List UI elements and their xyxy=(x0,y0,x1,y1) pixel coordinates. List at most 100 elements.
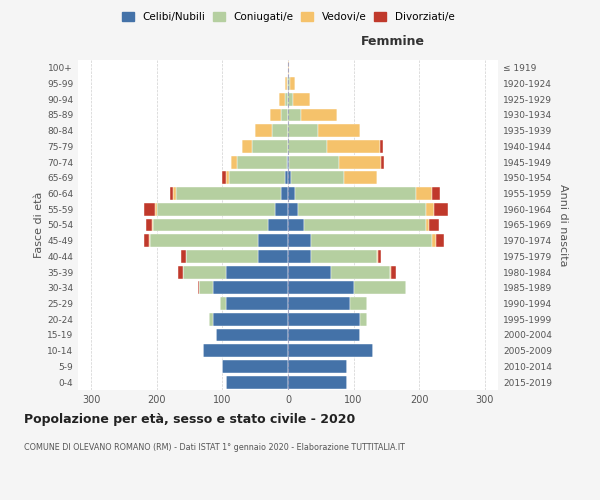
Bar xyxy=(281,108,288,122)
Bar xyxy=(291,172,344,184)
Bar xyxy=(223,360,288,373)
Bar xyxy=(311,234,433,247)
Bar xyxy=(390,266,391,278)
Bar xyxy=(209,313,212,326)
Bar xyxy=(288,93,293,106)
Bar xyxy=(154,218,268,232)
Bar xyxy=(350,297,367,310)
Bar xyxy=(360,313,367,326)
Bar xyxy=(288,250,311,263)
Bar xyxy=(287,77,288,90)
Bar xyxy=(199,282,212,294)
Bar xyxy=(426,218,429,232)
Bar xyxy=(288,108,301,122)
Text: COMUNE DI OLEVANO ROMANO (RM) - Dati ISTAT 1° gennaio 2020 - Elaborazione TUTTIT: COMUNE DI OLEVANO ROMANO (RM) - Dati IST… xyxy=(24,442,405,452)
Bar xyxy=(380,140,383,153)
Bar xyxy=(288,62,289,74)
Bar xyxy=(176,187,281,200)
Bar xyxy=(426,203,434,215)
Bar xyxy=(212,313,288,326)
Bar xyxy=(181,250,186,263)
Text: Popolazione per età, sesso e stato civile - 2020: Popolazione per età, sesso e stato civil… xyxy=(24,412,355,426)
Bar xyxy=(242,140,252,153)
Bar xyxy=(183,266,226,278)
Bar xyxy=(377,250,378,263)
Bar xyxy=(269,108,281,122)
Bar xyxy=(173,187,176,200)
Bar xyxy=(289,156,338,168)
Bar xyxy=(295,187,416,200)
Text: Femmine: Femmine xyxy=(361,36,425,49)
Bar xyxy=(288,282,353,294)
Bar xyxy=(288,187,295,200)
Bar xyxy=(259,234,288,247)
Bar xyxy=(381,156,385,168)
Bar xyxy=(433,234,436,247)
Bar xyxy=(353,282,406,294)
Bar xyxy=(226,172,229,184)
Bar xyxy=(391,266,396,278)
Bar xyxy=(317,124,360,137)
Bar xyxy=(186,250,259,263)
Bar xyxy=(433,187,440,200)
Bar xyxy=(229,172,285,184)
Bar xyxy=(288,313,360,326)
Bar xyxy=(344,172,377,184)
Bar xyxy=(288,156,289,168)
Bar xyxy=(252,140,288,153)
Bar xyxy=(288,77,290,90)
Bar xyxy=(231,156,238,168)
Bar xyxy=(311,250,377,263)
Bar xyxy=(198,282,199,294)
Bar xyxy=(293,93,310,106)
Bar xyxy=(288,328,360,342)
Bar xyxy=(288,124,317,137)
Bar xyxy=(285,172,288,184)
Bar xyxy=(298,203,426,215)
Bar xyxy=(280,93,285,106)
Bar xyxy=(272,124,288,137)
Legend: Celibi/Nubili, Coniugati/e, Vedovi/e, Divorziati/e: Celibi/Nubili, Coniugati/e, Vedovi/e, Di… xyxy=(118,8,458,26)
Bar xyxy=(328,140,380,153)
Bar xyxy=(226,297,288,310)
Bar xyxy=(143,203,155,215)
Bar xyxy=(178,266,183,278)
Y-axis label: Anni di nascita: Anni di nascita xyxy=(557,184,568,266)
Bar xyxy=(226,376,288,388)
Bar xyxy=(223,172,226,184)
Bar xyxy=(288,218,304,232)
Bar xyxy=(288,344,373,357)
Bar xyxy=(281,187,288,200)
Bar xyxy=(152,218,154,232)
Bar xyxy=(304,218,426,232)
Bar xyxy=(155,203,157,215)
Bar xyxy=(288,297,350,310)
Bar xyxy=(275,203,288,215)
Bar xyxy=(285,77,287,90)
Bar xyxy=(288,140,328,153)
Bar xyxy=(143,234,149,247)
Bar xyxy=(331,266,390,278)
Bar xyxy=(287,156,288,168)
Bar xyxy=(378,250,381,263)
Y-axis label: Fasce di età: Fasce di età xyxy=(34,192,44,258)
Bar xyxy=(268,218,288,232)
Bar xyxy=(288,360,347,373)
Bar xyxy=(255,124,272,137)
Bar xyxy=(288,172,291,184)
Bar xyxy=(146,218,152,232)
Bar xyxy=(301,108,337,122)
Bar xyxy=(220,297,226,310)
Bar xyxy=(212,282,288,294)
Bar xyxy=(288,203,298,215)
Bar xyxy=(290,77,295,90)
Bar xyxy=(149,234,150,247)
Bar xyxy=(288,376,347,388)
Bar xyxy=(288,234,311,247)
Bar xyxy=(226,266,288,278)
Bar xyxy=(285,93,288,106)
Bar xyxy=(259,250,288,263)
Bar xyxy=(150,234,259,247)
Bar xyxy=(338,156,381,168)
Bar xyxy=(157,203,275,215)
